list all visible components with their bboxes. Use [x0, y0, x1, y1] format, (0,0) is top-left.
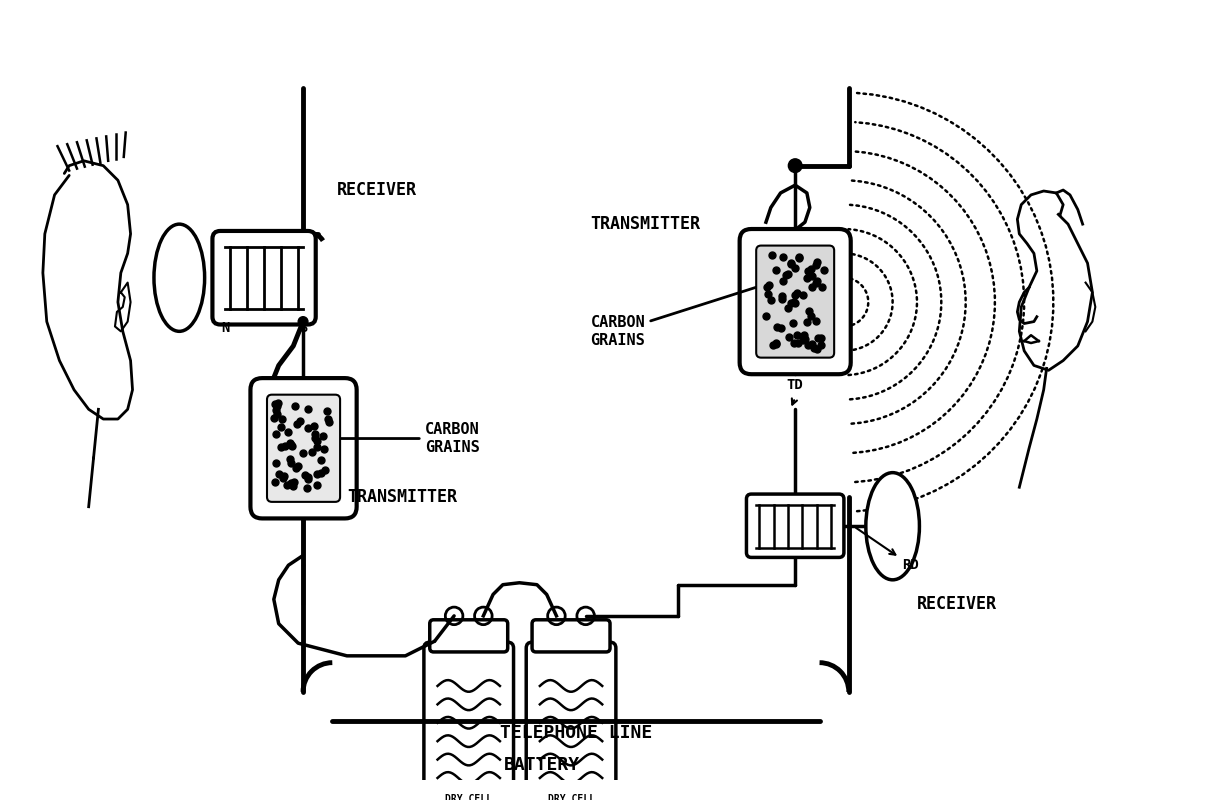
Text: TD: TD — [787, 378, 804, 392]
Text: DRY CELL: DRY CELL — [547, 794, 595, 800]
FancyBboxPatch shape — [756, 246, 835, 358]
Circle shape — [298, 317, 308, 326]
FancyBboxPatch shape — [424, 642, 513, 800]
Text: CARBON
GRAINS: CARBON GRAINS — [334, 422, 479, 454]
Text: TRANSMITTER: TRANSMITTER — [347, 488, 457, 506]
Text: TELEPHONE LINE: TELEPHONE LINE — [500, 724, 653, 742]
FancyBboxPatch shape — [532, 620, 610, 652]
Text: BATTERY: BATTERY — [503, 756, 580, 774]
FancyBboxPatch shape — [266, 394, 340, 502]
Ellipse shape — [866, 473, 919, 580]
FancyBboxPatch shape — [747, 494, 844, 558]
Ellipse shape — [154, 224, 204, 331]
Text: N: N — [221, 322, 230, 335]
FancyBboxPatch shape — [739, 229, 851, 374]
FancyBboxPatch shape — [527, 642, 616, 800]
FancyBboxPatch shape — [213, 231, 315, 325]
Text: S: S — [299, 322, 307, 335]
Text: RD: RD — [855, 528, 919, 572]
FancyBboxPatch shape — [251, 378, 357, 518]
Circle shape — [788, 159, 802, 173]
FancyBboxPatch shape — [430, 620, 507, 652]
Text: CARBON
GRAINS: CARBON GRAINS — [590, 283, 765, 347]
Text: TRANSMITTER: TRANSMITTER — [590, 215, 700, 233]
Text: RECEIVER: RECEIVER — [337, 181, 417, 199]
Text: DRY CELL: DRY CELL — [445, 794, 492, 800]
Text: RECEIVER: RECEIVER — [916, 595, 997, 613]
